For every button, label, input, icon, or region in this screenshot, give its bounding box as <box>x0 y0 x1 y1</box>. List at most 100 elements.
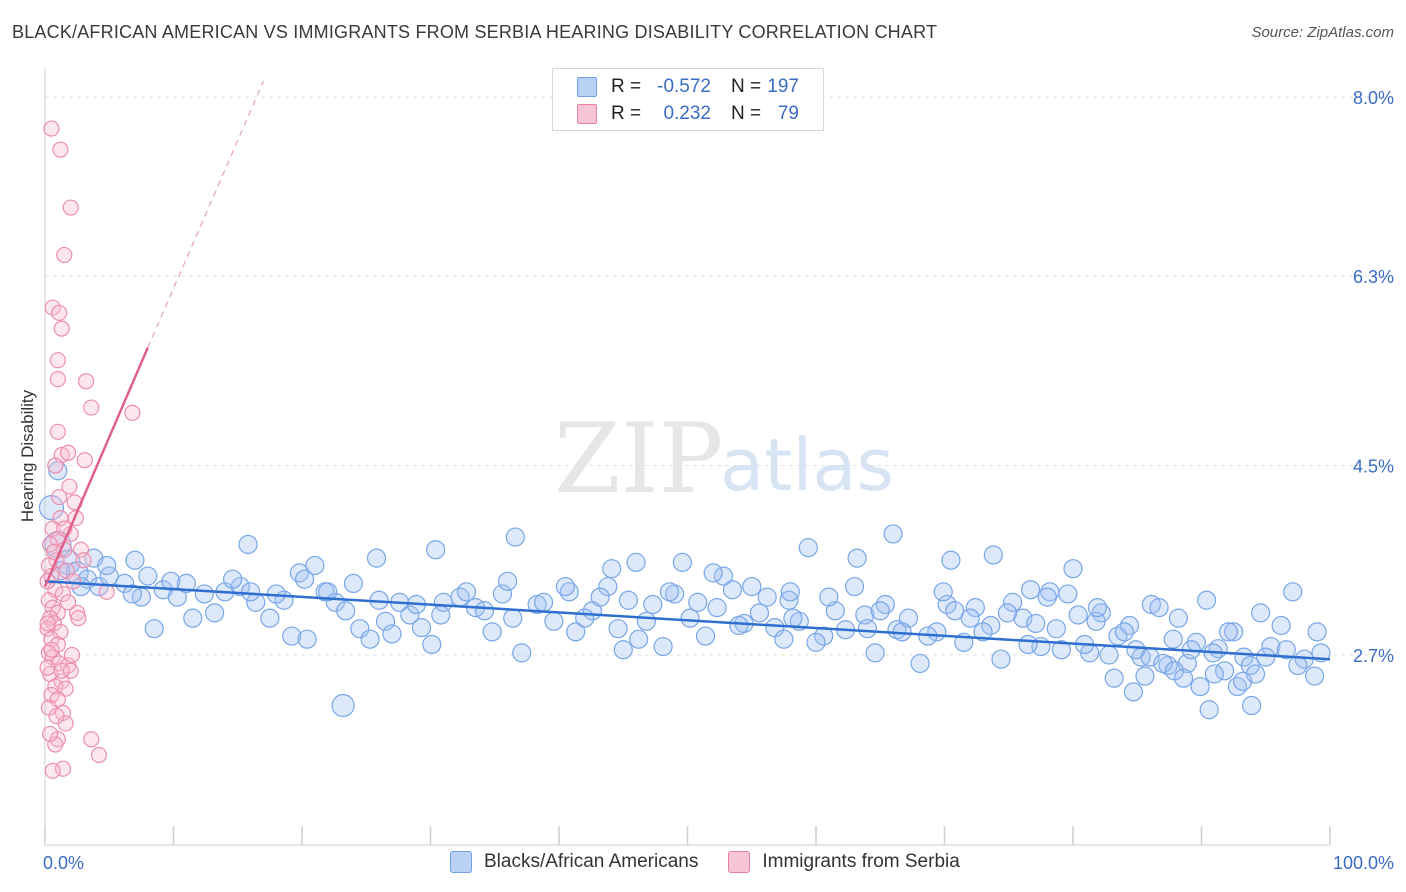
data-point-blacks <box>1026 613 1046 634</box>
data-point-blacks <box>626 552 646 572</box>
data-point-blacks <box>757 587 777 607</box>
tick-labels: 2.7% 4.5% 6.3% 8.0% 0.0% 100.0% <box>43 88 1394 873</box>
data-point-blacks <box>1227 676 1248 697</box>
data-point-blacks <box>749 603 770 623</box>
data-point-blacks <box>544 611 564 631</box>
data-point-blacks <box>865 643 885 663</box>
data-point-blacks <box>1224 622 1244 642</box>
data-point-blacks <box>883 524 903 544</box>
data-point-serbia <box>62 199 79 216</box>
watermark-atlas: atlas <box>720 423 894 507</box>
data-point-serbia <box>49 371 66 388</box>
data-point-blacks <box>115 573 135 594</box>
series-legend-serbia[interactable]: Immigrants from Serbia <box>728 851 960 873</box>
data-point-blacks <box>672 552 692 572</box>
data-point-serbia <box>63 646 81 664</box>
data-point-blacks <box>1135 666 1155 686</box>
data-point-serbia <box>44 299 61 316</box>
data-point-serbia <box>39 615 56 632</box>
data-point-blacks <box>498 571 518 591</box>
data-point-blacks <box>474 601 495 621</box>
data-point-serbia <box>65 573 82 590</box>
data-point-blacks <box>1063 559 1083 579</box>
data-point-serbia <box>49 423 66 440</box>
data-point-blacks <box>559 582 579 602</box>
data-point-serbia <box>49 352 66 369</box>
data-point-blacks <box>703 563 723 583</box>
data-point-blacks <box>695 626 716 646</box>
data-point-blacks <box>555 576 576 597</box>
series-swatch-serbia <box>728 851 751 873</box>
data-point-serbia <box>83 399 100 416</box>
series-legend: Blacks/African Americans Immigrants from… <box>450 851 990 873</box>
x-tick-label: 100.0% <box>1333 853 1394 873</box>
data-point-blacks <box>1256 647 1276 667</box>
data-point-blacks <box>910 653 930 674</box>
data-point-blacks <box>1013 608 1033 628</box>
data-point-serbia <box>51 488 68 506</box>
data-point-blacks <box>1288 655 1308 676</box>
data-point-blacks <box>1114 622 1135 642</box>
data-point-blacks <box>161 571 181 591</box>
data-point-blacks <box>933 582 953 602</box>
data-point-blacks <box>1068 605 1088 625</box>
data-point-blacks <box>814 626 834 646</box>
legend-swatch-serbia <box>577 104 597 124</box>
data-point-serbia <box>47 678 64 695</box>
data-point-blacks <box>857 619 878 639</box>
data-point-serbia <box>43 641 60 658</box>
data-point-blacks <box>1199 700 1219 720</box>
data-point-blacks <box>1087 598 1108 618</box>
data-point-blacks <box>707 598 727 618</box>
data-point-serbia <box>44 762 61 779</box>
data-point-serbia <box>39 620 56 637</box>
data-point-blacks <box>194 584 214 604</box>
series-legend-blacks[interactable]: Blacks/African Americans <box>450 851 698 873</box>
trend-lines <box>43 80 1331 661</box>
data-point-blacks <box>1163 629 1183 649</box>
data-point-serbia <box>54 585 72 603</box>
data-point-serbia <box>51 304 68 321</box>
data-point-blacks <box>945 601 965 621</box>
data-point-blacks <box>1190 676 1210 697</box>
data-point-blacks <box>343 573 363 594</box>
data-point-blacks <box>991 649 1011 669</box>
data-point-blacks <box>973 622 993 642</box>
data-point-blacks <box>482 622 502 642</box>
data-point-blacks <box>590 587 610 607</box>
data-point-serbia <box>78 373 95 390</box>
data-point-serbia <box>40 592 57 609</box>
watermark: ZIP atlas <box>554 403 894 515</box>
data-point-serbia <box>39 659 56 676</box>
data-point-blacks <box>1149 598 1169 618</box>
data-point-serbia <box>53 662 70 679</box>
data-point-blacks <box>360 629 380 649</box>
data-point-blacks <box>742 576 762 597</box>
data-point-blacks <box>1119 615 1140 636</box>
axes <box>44 68 1331 846</box>
data-point-blacks <box>941 550 961 570</box>
trend-line-blacks <box>44 580 1331 661</box>
data-point-blacks <box>230 576 250 597</box>
data-point-blacks <box>411 618 432 638</box>
data-point-serbia <box>72 541 90 558</box>
data-point-blacks <box>1218 622 1239 642</box>
data-point-blacks <box>1245 664 1266 684</box>
data-point-blacks <box>422 634 442 655</box>
data-point-blacks <box>223 569 243 589</box>
data-point-blacks <box>575 608 595 628</box>
data-point-blacks <box>426 540 446 560</box>
data-point-blacks <box>1168 608 1188 628</box>
data-point-blacks <box>774 629 794 649</box>
data-point-blacks <box>602 559 622 579</box>
data-point-blacks <box>238 534 258 555</box>
data-point-blacks <box>608 619 628 639</box>
data-point-blacks <box>1242 695 1262 716</box>
data-point-blacks <box>1046 619 1066 639</box>
data-point-blacks <box>260 608 280 628</box>
legend-n-value: 79 <box>777 103 799 124</box>
data-point-blacks <box>965 598 985 618</box>
data-point-blacks <box>566 622 586 642</box>
data-point-blacks <box>305 555 325 576</box>
data-point-blacks <box>336 601 356 621</box>
